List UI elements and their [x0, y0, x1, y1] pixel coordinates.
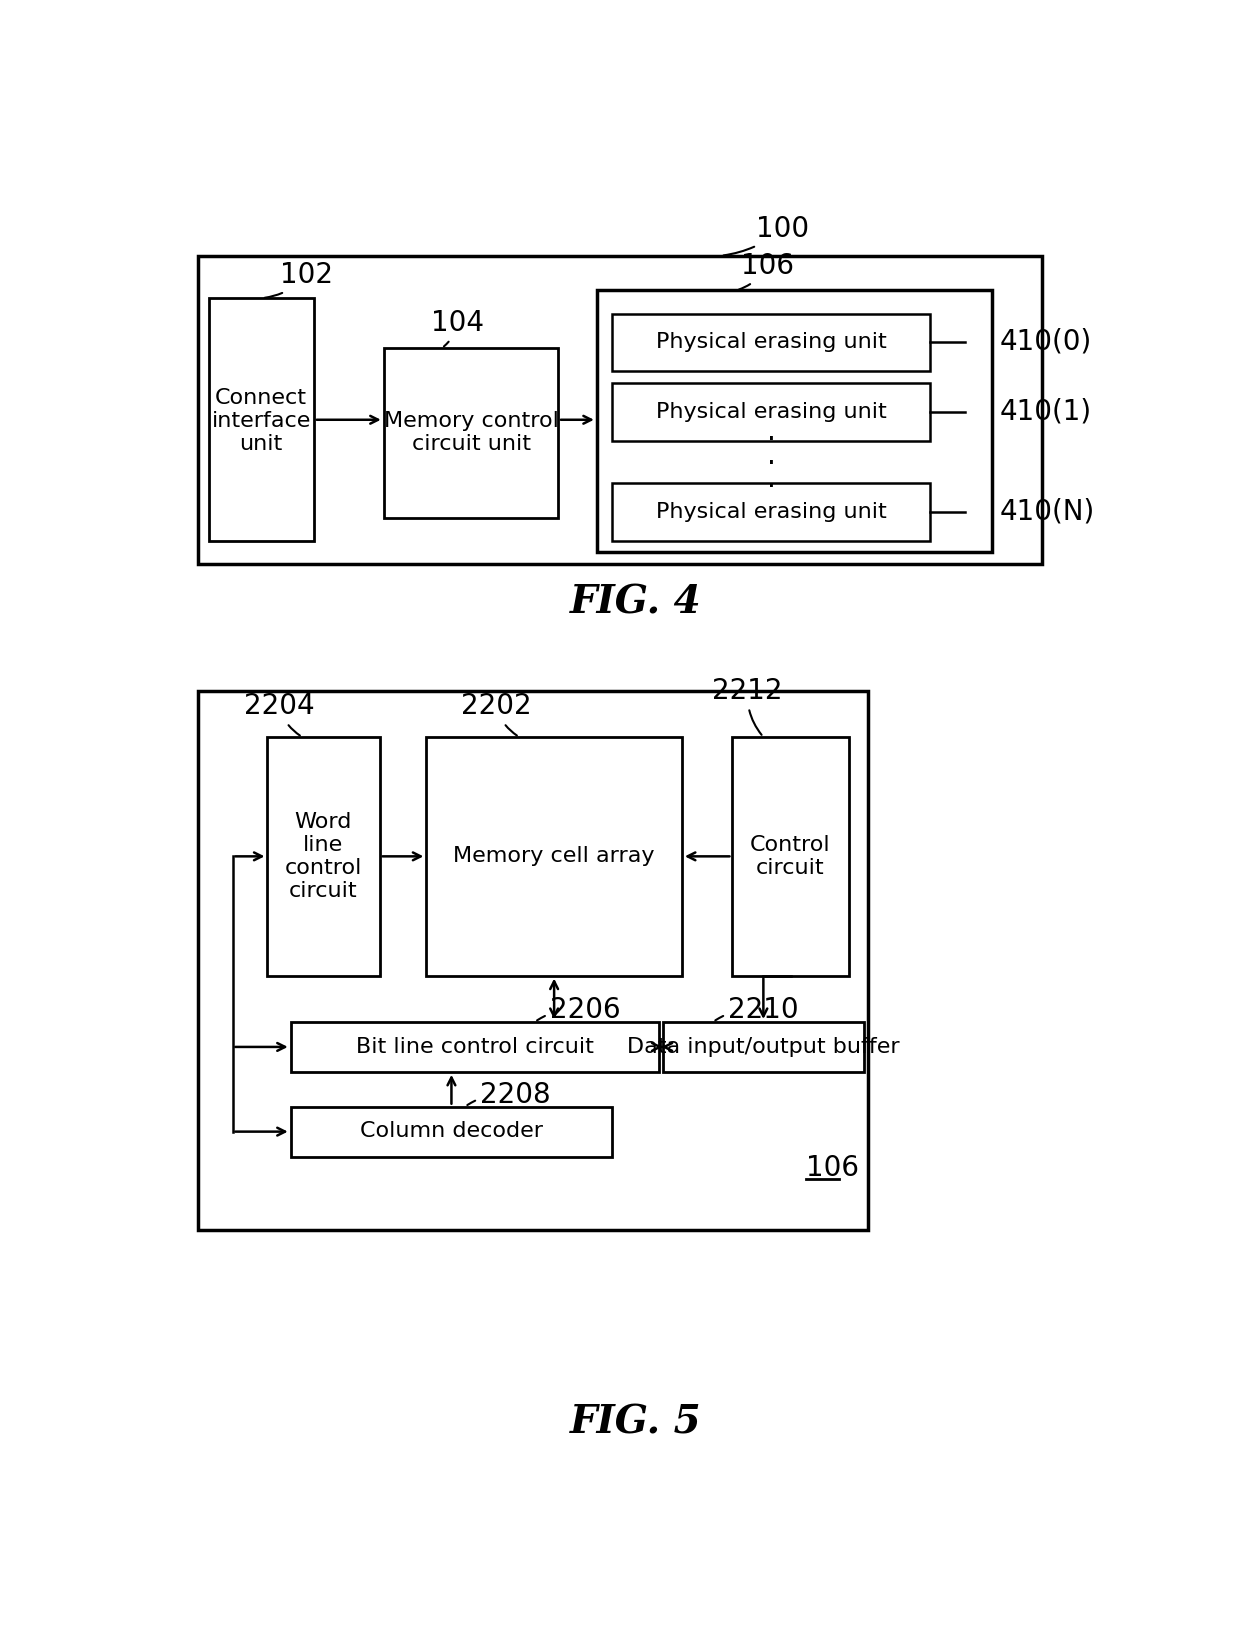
Bar: [427, 738, 682, 975]
Text: Bit line control circuit: Bit line control circuit: [356, 1036, 594, 1056]
Bar: [197, 691, 868, 1229]
Text: 102: 102: [264, 261, 332, 297]
Text: Memory cell array: Memory cell array: [454, 846, 655, 866]
Bar: [268, 738, 379, 975]
Bar: [596, 290, 992, 553]
Bar: [613, 314, 930, 371]
Text: Physical erasing unit: Physical erasing unit: [656, 332, 887, 353]
Bar: [733, 738, 848, 975]
Text: 104: 104: [430, 309, 484, 346]
Bar: [290, 1021, 658, 1072]
Text: 410(0): 410(0): [999, 328, 1092, 356]
Text: Physical erasing unit: Physical erasing unit: [656, 401, 887, 422]
Text: Physical erasing unit: Physical erasing unit: [656, 502, 887, 521]
Text: 2204: 2204: [244, 693, 314, 736]
Text: ·
·
·: · · ·: [766, 426, 775, 502]
Text: 106: 106: [806, 1155, 859, 1181]
Text: Column decoder: Column decoder: [361, 1122, 543, 1142]
Bar: [210, 299, 314, 541]
Text: Data input/output buffer: Data input/output buffer: [627, 1036, 900, 1056]
Bar: [613, 483, 930, 541]
Text: Word
line
control
circuit: Word line control circuit: [284, 812, 362, 901]
Bar: [197, 256, 1043, 564]
Text: 2202: 2202: [461, 693, 531, 736]
Text: 2206: 2206: [537, 997, 621, 1025]
Text: 410(N): 410(N): [999, 497, 1095, 525]
Text: FIG. 4: FIG. 4: [569, 582, 702, 622]
Text: Connect
interface
unit: Connect interface unit: [212, 388, 311, 454]
Text: 2208: 2208: [467, 1081, 551, 1109]
Text: 2212: 2212: [712, 676, 782, 734]
Text: Control
circuit: Control circuit: [750, 835, 831, 878]
Text: Memory control
circuit unit: Memory control circuit unit: [383, 411, 559, 454]
Bar: [662, 1021, 864, 1072]
Bar: [290, 1107, 613, 1157]
Text: 410(1): 410(1): [999, 398, 1092, 426]
Text: 100: 100: [723, 214, 810, 256]
Text: 106: 106: [739, 252, 794, 289]
Bar: [383, 348, 558, 518]
Text: FIG. 5: FIG. 5: [569, 1402, 702, 1442]
Text: 2210: 2210: [715, 997, 799, 1025]
Bar: [613, 383, 930, 441]
